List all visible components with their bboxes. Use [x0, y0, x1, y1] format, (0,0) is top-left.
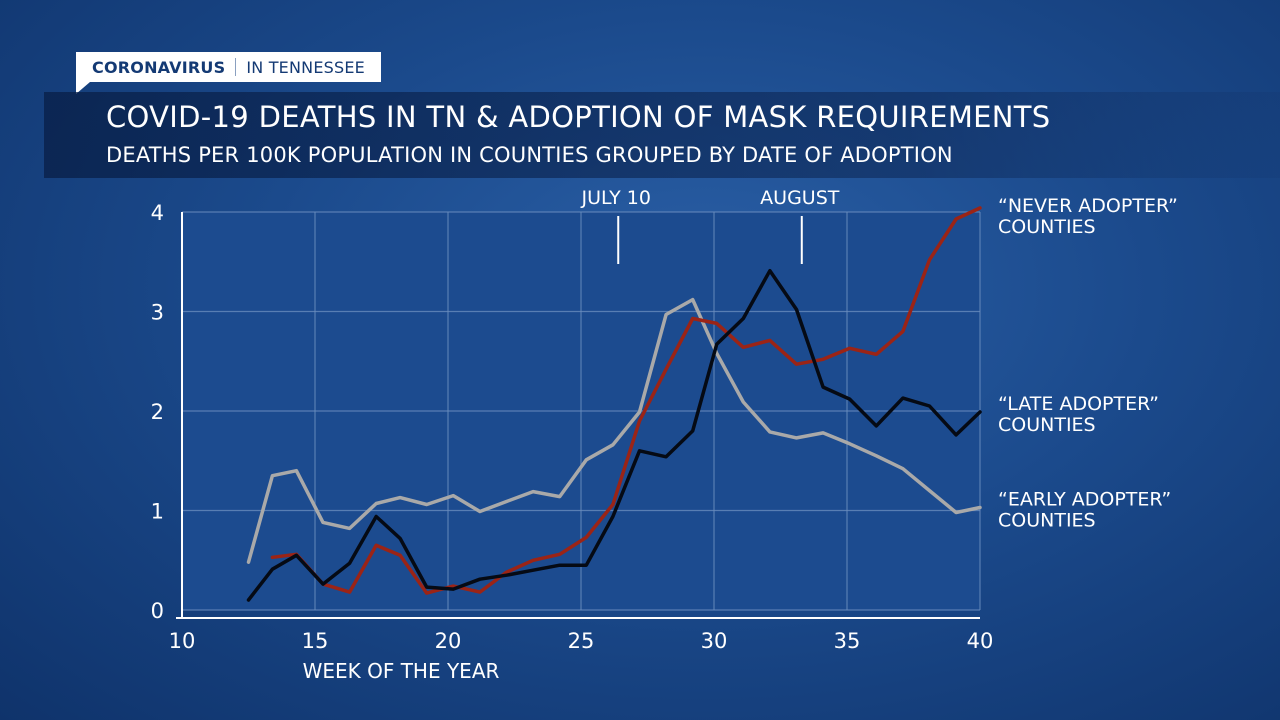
annotation-label: JULY 10: [581, 187, 651, 209]
series-line: [270, 206, 982, 595]
x-axis-label: WEEK OF THE YEAR: [303, 659, 500, 683]
annotations: JULY 10 AUGUST: [581, 187, 840, 264]
series-label-line: COUNTIES: [998, 414, 1096, 436]
series-label: “NEVER ADOPTER”COUNTIES: [998, 195, 1178, 238]
gridlines: [181, 211, 981, 611]
series-label-line: COUNTIES: [998, 216, 1096, 238]
series-label: “EARLY ADOPTER”COUNTIES: [998, 489, 1171, 532]
x-tick-label: 15: [302, 629, 329, 653]
chart-title: COVID-19 DEATHS IN TN & ADOPTION OF MASK…: [106, 100, 1051, 134]
x-tick-label: 10: [169, 629, 196, 653]
series-label-line: COUNTIES: [998, 510, 1096, 532]
x-tick-label: 30: [701, 629, 728, 653]
series-label-line: “EARLY ADOPTER”: [998, 489, 1171, 511]
y-tick-label: 1: [151, 500, 164, 524]
y-tick-label: 3: [151, 301, 164, 325]
series-line: [246, 268, 982, 602]
section-tag-divider: [235, 58, 237, 76]
x-tick-label: 40: [967, 629, 994, 653]
series-line: [246, 297, 982, 564]
series-labels: “EARLY ADOPTER”COUNTIES“NEVER ADOPTER”CO…: [998, 195, 1178, 532]
axes: [176, 212, 980, 619]
series-label-line: “NEVER ADOPTER”: [998, 195, 1178, 217]
series-lines: [246, 206, 982, 602]
x-tick-label: 20: [435, 629, 462, 653]
annotation-label: AUGUST: [760, 187, 840, 209]
chart-subtitle: DEATHS PER 100K POPULATION IN COUNTIES G…: [106, 143, 953, 167]
y-tick-label: 2: [151, 400, 164, 424]
section-tag-main: CORONAVIRUS: [92, 57, 226, 77]
section-tag-sub: IN TENNESSEE: [246, 57, 365, 77]
section-tag: CORONAVIRUS IN TENNESSEE: [76, 52, 381, 94]
y-tick-label: 0: [151, 599, 164, 623]
tick-labels: 0 1 2 3 4 10 15 20 25 30 35 40: [151, 201, 994, 653]
title-banner: [44, 92, 1280, 178]
y-tick-label: 4: [151, 201, 164, 225]
series-label: “LATE ADOPTER”COUNTIES: [998, 393, 1159, 436]
x-tick-label: 35: [834, 629, 861, 653]
x-tick-label: 25: [568, 629, 595, 653]
series-label-line: “LATE ADOPTER”: [998, 393, 1159, 415]
